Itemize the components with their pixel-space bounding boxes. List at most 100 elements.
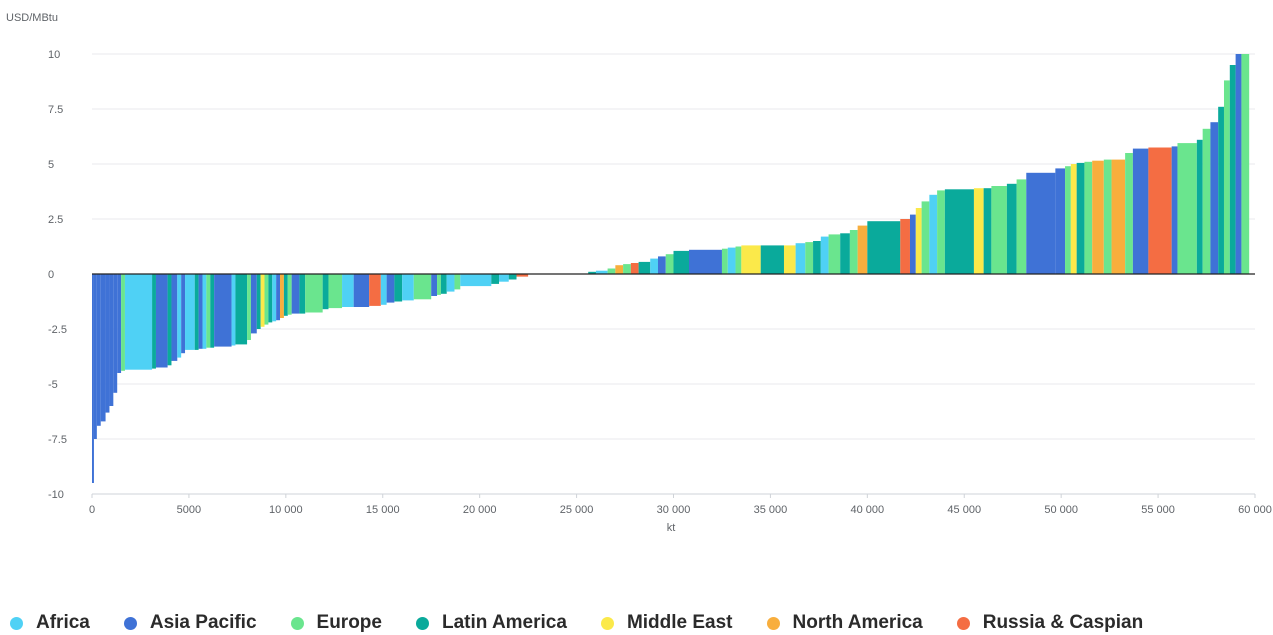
- bar[interactable]: [1196, 139, 1203, 274]
- bar[interactable]: [921, 201, 930, 274]
- bar[interactable]: [431, 274, 438, 296]
- bar[interactable]: [741, 245, 761, 274]
- bar[interactable]: [721, 248, 728, 274]
- legend-item-north-america[interactable]: North America: [766, 612, 923, 634]
- bar[interactable]: [380, 274, 387, 305]
- bar[interactable]: [437, 274, 441, 295]
- bar[interactable]: [499, 274, 509, 282]
- bar[interactable]: [299, 274, 306, 314]
- bar[interactable]: [342, 274, 354, 307]
- bar[interactable]: [283, 274, 288, 316]
- bar[interactable]: [673, 250, 690, 274]
- bar[interactable]: [287, 274, 292, 315]
- bar[interactable]: [1006, 183, 1017, 274]
- bar[interactable]: [1202, 128, 1211, 274]
- bar[interactable]: [1111, 159, 1126, 274]
- bar[interactable]: [1210, 122, 1219, 274]
- bar[interactable]: [272, 274, 277, 322]
- bar[interactable]: [460, 274, 492, 287]
- bar[interactable]: [1055, 168, 1066, 274]
- bar[interactable]: [828, 234, 841, 274]
- bar[interactable]: [231, 274, 236, 346]
- bar[interactable]: [650, 258, 658, 274]
- bar[interactable]: [857, 225, 868, 274]
- bar[interactable]: [805, 242, 814, 274]
- bar[interactable]: [276, 274, 281, 321]
- bar[interactable]: [944, 189, 974, 274]
- bar[interactable]: [214, 274, 232, 347]
- bar[interactable]: [247, 274, 251, 340]
- bar[interactable]: [322, 274, 329, 310]
- bar[interactable]: [1084, 161, 1093, 274]
- bar[interactable]: [1132, 148, 1149, 274]
- bar[interactable]: [508, 274, 517, 280]
- bar[interactable]: [909, 214, 916, 274]
- bar[interactable]: [440, 274, 447, 294]
- legend-item-middle-east[interactable]: Middle East: [600, 612, 733, 634]
- bar[interactable]: [96, 274, 101, 426]
- bar[interactable]: [198, 274, 203, 349]
- bar[interactable]: [1065, 166, 1071, 274]
- bar[interactable]: [171, 274, 178, 361]
- bar[interactable]: [210, 274, 215, 348]
- bar[interactable]: [983, 188, 992, 274]
- bar[interactable]: [1171, 146, 1178, 274]
- bar[interactable]: [760, 245, 784, 274]
- bar[interactable]: [991, 186, 1007, 274]
- bar[interactable]: [1229, 65, 1236, 274]
- bar[interactable]: [588, 271, 596, 274]
- legend-item-russia-caspian[interactable]: Russia & Caspian: [956, 612, 1143, 634]
- bar[interactable]: [109, 274, 114, 406]
- bar[interactable]: [167, 274, 172, 366]
- bar[interactable]: [689, 249, 722, 274]
- bar[interactable]: [1092, 160, 1104, 274]
- bar[interactable]: [820, 236, 829, 274]
- bar[interactable]: [813, 241, 821, 274]
- bar[interactable]: [264, 274, 269, 325]
- bar[interactable]: [256, 274, 261, 329]
- bar[interactable]: [937, 190, 945, 274]
- bar[interactable]: [1070, 164, 1077, 274]
- bar[interactable]: [268, 274, 273, 323]
- bar[interactable]: [369, 274, 381, 306]
- bar[interactable]: [117, 274, 122, 373]
- bar[interactable]: [900, 219, 910, 274]
- bar[interactable]: [121, 274, 125, 371]
- bar[interactable]: [1125, 153, 1133, 274]
- bar[interactable]: [250, 274, 257, 334]
- bar[interactable]: [727, 247, 736, 274]
- bar[interactable]: [413, 274, 432, 300]
- bar[interactable]: [305, 274, 323, 313]
- bar[interactable]: [206, 274, 211, 348]
- bar[interactable]: [185, 274, 195, 350]
- bar[interactable]: [929, 194, 938, 274]
- legend-item-europe[interactable]: Europe: [290, 612, 382, 634]
- bar[interactable]: [152, 274, 156, 369]
- bar[interactable]: [402, 274, 414, 301]
- bar[interactable]: [113, 274, 118, 393]
- legend-item-africa[interactable]: Africa: [10, 612, 90, 634]
- bar[interactable]: [386, 274, 395, 303]
- bar[interactable]: [446, 274, 455, 292]
- bar[interactable]: [394, 274, 403, 302]
- legend-item-latin-america[interactable]: Latin America: [415, 612, 567, 634]
- bar[interactable]: [630, 263, 639, 274]
- bar[interactable]: [623, 264, 631, 274]
- bar[interactable]: [155, 274, 168, 368]
- bar[interactable]: [516, 274, 529, 277]
- legend-item-asia-pacific[interactable]: Asia Pacific: [123, 612, 257, 634]
- bar[interactable]: [328, 274, 343, 309]
- bar[interactable]: [973, 188, 984, 274]
- bar[interactable]: [595, 270, 608, 274]
- bar[interactable]: [607, 268, 616, 275]
- bar[interactable]: [92, 274, 94, 483]
- bar[interactable]: [181, 274, 186, 354]
- bar[interactable]: [849, 230, 858, 274]
- bar[interactable]: [1177, 143, 1197, 274]
- bar[interactable]: [665, 254, 674, 274]
- bar[interactable]: [1235, 54, 1242, 274]
- bar[interactable]: [1103, 159, 1112, 274]
- bar[interactable]: [783, 245, 796, 274]
- bar[interactable]: [280, 274, 284, 318]
- bar[interactable]: [867, 221, 901, 274]
